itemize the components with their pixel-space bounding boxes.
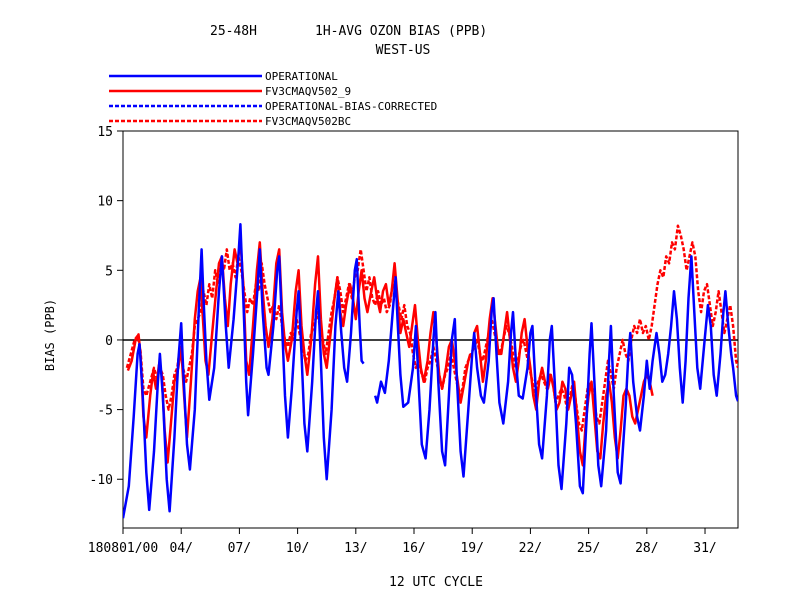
x-axis: 180801/00 04/07/10/13/16/19/22/25/28/31/ bbox=[88, 528, 717, 556]
chart-title-left: 25-48H bbox=[210, 24, 257, 39]
series-line-operational bbox=[123, 223, 365, 519]
x-tick-label: 19/ bbox=[460, 541, 483, 556]
series-line-fv3cmaqv502bc bbox=[125, 224, 738, 432]
legend-label: OPERATIONAL-BIAS-CORRECTED bbox=[265, 100, 437, 113]
x-tick-label: 04/ bbox=[169, 541, 192, 556]
x-tick-label: 28/ bbox=[635, 541, 658, 556]
x-tick-label: 07/ bbox=[228, 541, 251, 556]
y-tick-label: -5 bbox=[97, 404, 113, 419]
y-tick-label: 5 bbox=[105, 264, 113, 279]
legend: OPERATIONAL FV3CMAQV502_9 OPERATIONAL-BIAS… bbox=[109, 70, 437, 128]
y-tick-label: 15 bbox=[97, 125, 113, 140]
chart-title-right: 1H-AVG OZON BIAS (PPB) bbox=[315, 24, 487, 39]
x-tick-label: 31/ bbox=[693, 541, 716, 556]
x-tick-label: 180801/00 bbox=[88, 541, 158, 556]
series-layer bbox=[123, 223, 738, 519]
chart-subtitle: WEST-US bbox=[376, 43, 431, 58]
series-line-fv3cmaqv502_9 bbox=[473, 296, 654, 467]
y-tick-label: -10 bbox=[90, 473, 113, 488]
series-line-operational bbox=[373, 255, 738, 495]
legend-label: FV3CMAQV502_9 bbox=[265, 85, 351, 98]
x-tick-label: 10/ bbox=[286, 541, 309, 556]
x-tick-label: 16/ bbox=[402, 541, 425, 556]
y-axis-label: BIAS (PPB) bbox=[43, 299, 57, 371]
x-axis-label: 12 UTC CYCLE bbox=[389, 575, 483, 590]
y-tick-label: 10 bbox=[97, 195, 113, 210]
y-axis: -10 -5 0 5 10 15 bbox=[90, 125, 123, 488]
plot-frame bbox=[122, 130, 739, 529]
legend-label: FV3CMAQV502BC bbox=[265, 115, 351, 128]
legend-label: OPERATIONAL bbox=[265, 70, 338, 83]
x-tick-label: 25/ bbox=[577, 541, 600, 556]
y-tick-label: 0 bbox=[105, 334, 113, 349]
x-tick-label: 13/ bbox=[344, 541, 367, 556]
x-tick-label: 22/ bbox=[519, 541, 542, 556]
